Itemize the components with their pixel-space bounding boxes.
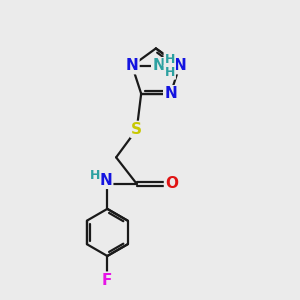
Text: H: H xyxy=(90,169,100,182)
Text: O: O xyxy=(165,176,178,191)
Text: F: F xyxy=(102,273,112,288)
Text: N: N xyxy=(100,173,112,188)
Text: S: S xyxy=(131,122,142,137)
Text: N: N xyxy=(173,58,186,73)
Text: H: H xyxy=(165,66,175,79)
Text: N: N xyxy=(164,86,177,101)
Text: N: N xyxy=(152,58,165,73)
Text: H: H xyxy=(165,53,175,66)
Text: N: N xyxy=(126,58,139,73)
